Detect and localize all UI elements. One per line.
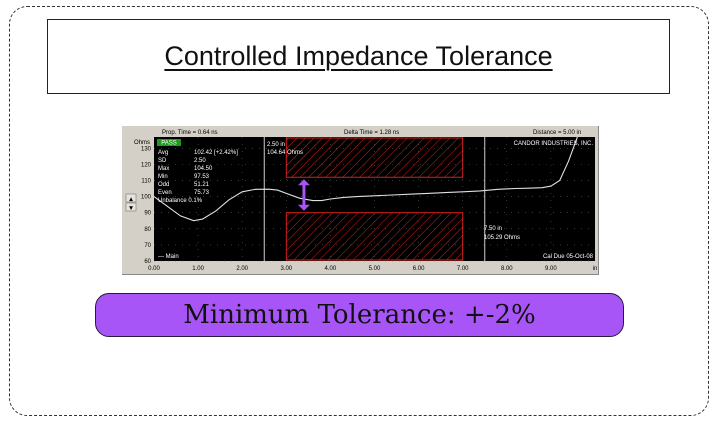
x-tick-label: 7.00 — [457, 266, 469, 272]
stat-label: Min — [158, 174, 168, 180]
x-tick-label: 5.00 — [369, 266, 381, 272]
x-tick-label: 1.00 — [192, 266, 204, 272]
stat-value: 102.42 [+2.42%] — [194, 150, 238, 156]
lower-limit-band — [285, 212, 464, 261]
cursor2-position: 7.50 in — [484, 226, 502, 232]
scroll-up-button[interactable] — [125, 193, 137, 203]
y-tick-label: 120 — [141, 162, 152, 168]
y-tick-label: 110 — [141, 178, 151, 184]
delta-time-label: Delta Time = 1.28 ns — [344, 130, 399, 136]
stat-label: Even — [158, 190, 172, 196]
stat-label: Max — [158, 166, 169, 172]
stat-value: 97.53 — [194, 174, 210, 180]
tdr-scope-panel: Prop. Time = 0.64 ns Delta Time = 1.28 n… — [122, 126, 599, 275]
x-tick-label: 8.00 — [501, 266, 513, 272]
x-tick-label: 4.00 — [325, 266, 337, 272]
upper-limit-band — [285, 137, 464, 178]
stat-value: 104.50 — [194, 166, 213, 172]
slide-title: Controlled Impedance Tolerance — [164, 41, 553, 71]
prop-time-label: Prop. Time = 0.64 ns — [162, 130, 218, 136]
x-tick-label: 9.00 — [545, 266, 557, 272]
stat-value: 75.73 — [194, 190, 210, 196]
legend-main: — Main — [158, 254, 179, 260]
impedance-trace — [153, 136, 578, 222]
y-tick-label: 90 — [144, 211, 151, 217]
scroll-down-button[interactable] — [125, 202, 137, 212]
pass-badge — [157, 139, 181, 146]
tdr-chart: Prop. Time = 0.64 ns Delta Time = 1.28 n… — [125, 130, 598, 272]
scroll-down-icon: ▼ — [129, 206, 133, 212]
y-tick-label: 100 — [141, 195, 152, 201]
y-tick-label: 130 — [141, 146, 152, 152]
y-tick-label: 70 — [144, 243, 151, 249]
tolerance-banner: Minimum Tolerance: +-2% — [95, 293, 624, 337]
pass-label: PASS — [161, 141, 177, 147]
distance-label: Distance = 5.00 in — [533, 130, 581, 136]
tolerance-arrow-up-icon — [297, 179, 310, 186]
tolerance-label: Minimum Tolerance: +-2% — [183, 300, 536, 330]
title-box: Controlled Impedance Tolerance — [47, 19, 670, 94]
x-tick-label: 0.00 — [148, 266, 160, 272]
y-tick-label: 60 — [144, 259, 151, 265]
tolerance-arrow-down-icon — [297, 204, 310, 211]
stat-value: 51.21 — [194, 182, 210, 188]
x-tick-label: 6.00 — [413, 266, 425, 272]
cursor1-value: 104.64 Ohms — [267, 150, 303, 156]
y-tick-label: 80 — [144, 227, 151, 233]
stat-label: Avg — [158, 150, 168, 156]
cal-due-label: Cal Due 05-Oct-08 — [543, 254, 594, 260]
cursor2-value: 105.29 Ohms — [484, 235, 520, 241]
x-tick-label: 3.00 — [280, 266, 292, 272]
unbalance-label: Unbalance 0.1% — [158, 198, 203, 204]
stat-value: 2.50 — [194, 158, 206, 164]
x-tick-label: in — [593, 266, 598, 272]
slide-frame — [9, 6, 709, 416]
y-unit-label: Ohms — [134, 140, 150, 146]
stat-label: SD — [158, 158, 167, 164]
stat-label: Odd — [158, 182, 169, 188]
x-tick-label: 2.00 — [236, 266, 248, 272]
scroll-up-icon: ▲ — [129, 197, 133, 203]
cursor1-position: 2.50 in — [267, 142, 285, 148]
company-label: CANDOR INDUSTRIES, INC. — [514, 141, 594, 147]
